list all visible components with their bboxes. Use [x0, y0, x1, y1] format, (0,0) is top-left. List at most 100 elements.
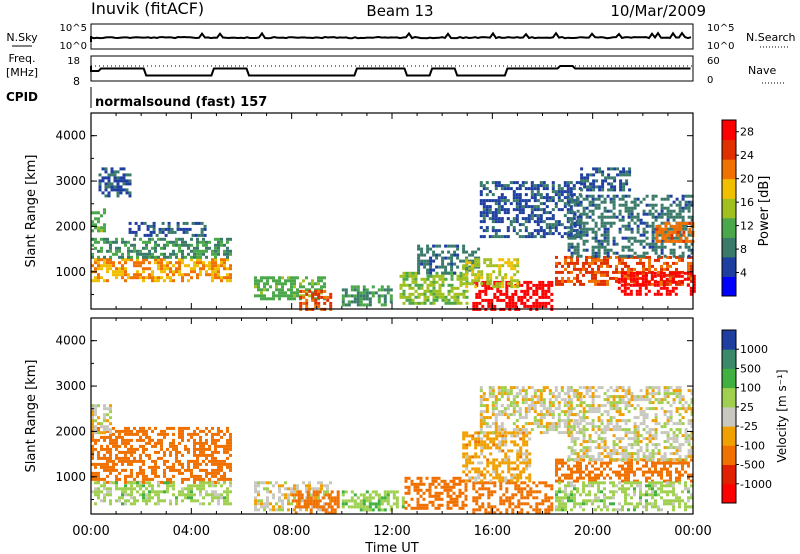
- heatmap-cell: [514, 505, 518, 509]
- heatmap-cell: [576, 261, 579, 265]
- heatmap-cell: [692, 289, 696, 293]
- heatmap-cell: [554, 395, 558, 399]
- heatmap-cell: [314, 292, 318, 296]
- heatmap-cell: [603, 248, 607, 252]
- heatmap-cell: [281, 294, 284, 298]
- heatmap-cell: [199, 477, 202, 481]
- heatmap-cell: [503, 199, 507, 203]
- heatmap-cell: [544, 283, 548, 287]
- heatmap-cell: [564, 261, 567, 265]
- heatmap-cell: [163, 252, 166, 256]
- heatmap-cell: [525, 461, 529, 465]
- heatmap-cell: [408, 295, 412, 299]
- heatmap-cell: [175, 243, 178, 247]
- heatmap-cell: [447, 262, 451, 266]
- heatmap-cell: [465, 258, 469, 262]
- heatmap-cell: [214, 459, 217, 463]
- heatmap-cell: [615, 490, 618, 494]
- heatmap-cell: [488, 395, 492, 399]
- heatmap-cell: [492, 270, 496, 274]
- heatmap-cell: [669, 499, 672, 503]
- heatmap-cell: [682, 221, 686, 225]
- heatmap-cell: [290, 487, 293, 491]
- heatmap-cell: [103, 447, 106, 451]
- heatmap-cell: [101, 176, 105, 180]
- heatmap-cell: [161, 230, 165, 234]
- heatmap-cell: [538, 511, 542, 515]
- heatmap-cell: [606, 508, 609, 512]
- heatmap-cell: [555, 261, 558, 265]
- heatmap-cell: [506, 187, 510, 191]
- heatmap-cell: [115, 481, 118, 485]
- heatmap-cell: [202, 496, 205, 500]
- heatmap-cell: [572, 184, 576, 188]
- heatmap-cell: [127, 499, 130, 503]
- heatmap-cell: [97, 249, 100, 253]
- heatmap-cell: [169, 441, 172, 445]
- heatmap-cell: [674, 271, 678, 275]
- heatmap-cell: [441, 259, 445, 263]
- heatmap-cell: [139, 252, 142, 256]
- heatmap-cell: [521, 416, 525, 420]
- heatmap-cell: [576, 479, 579, 483]
- heatmap-cell: [680, 274, 684, 278]
- heatmap-cell: [190, 276, 193, 280]
- heatmap-cell: [229, 468, 232, 472]
- heatmap-cell: [503, 428, 507, 432]
- heatmap-cell: [160, 261, 163, 265]
- heatmap-cell: [651, 502, 654, 506]
- heatmap-cell: [551, 214, 555, 218]
- heatmap-cell: [627, 215, 631, 219]
- heatmap-cell: [306, 502, 310, 506]
- heatmap-cell: [353, 499, 357, 503]
- heatmap-cell: [465, 461, 469, 465]
- heatmap-cell: [118, 432, 121, 436]
- heatmap-cell: [516, 473, 520, 477]
- heatmap-cell: [106, 428, 109, 432]
- heatmap-cell: [572, 428, 576, 432]
- heatmap-cell: [508, 295, 512, 299]
- heatmap-cell: [639, 242, 643, 246]
- heatmap-cell: [519, 446, 523, 450]
- heatmap-cell: [523, 304, 527, 308]
- heatmap-cell: [495, 285, 499, 289]
- heatmap-cell: [426, 274, 430, 278]
- heatmap-cell: [618, 473, 621, 477]
- heatmap-cell: [591, 502, 594, 506]
- heatmap-cell: [491, 181, 495, 185]
- heatmap-cell: [456, 244, 460, 248]
- heatmap-cell: [564, 505, 567, 509]
- heatmap-cell: [91, 416, 94, 420]
- heatmap-cell: [223, 252, 226, 256]
- heatmap-cell: [542, 401, 546, 405]
- heatmap-cell: [563, 196, 567, 200]
- heatmap-cell: [687, 194, 691, 198]
- heatmap-cell: [118, 499, 121, 503]
- heatmap-cell: [582, 261, 585, 265]
- heatmap-cell: [603, 499, 606, 503]
- heatmap-cell: [456, 256, 460, 260]
- heatmap-cell: [145, 447, 148, 451]
- heatmap-cell: [309, 511, 313, 515]
- heatmap-cell: [505, 289, 509, 293]
- heatmap-cell: [516, 270, 520, 274]
- heatmap-cell: [603, 505, 606, 509]
- heatmap-cell: [544, 301, 548, 305]
- heatmap-cell: [669, 264, 672, 268]
- heatmap-cell: [595, 170, 599, 174]
- heatmap-cell: [576, 251, 580, 255]
- heatmap-cell: [166, 481, 169, 485]
- heatmap-cell: [545, 223, 549, 227]
- heatmap-cell: [323, 490, 326, 494]
- heatmap-cell: [175, 468, 178, 472]
- heatmap-cell: [124, 484, 127, 488]
- heatmap-cell: [612, 194, 616, 198]
- heatmap-cell: [202, 468, 205, 472]
- heatmap-cell: [214, 438, 217, 442]
- heatmap-cell: [193, 447, 196, 451]
- heatmap-cell: [494, 220, 498, 224]
- heatmap-cell: [522, 437, 526, 441]
- heatmap-cell: [522, 434, 526, 438]
- heatmap-cell: [582, 233, 586, 237]
- heatmap-cell: [103, 223, 106, 227]
